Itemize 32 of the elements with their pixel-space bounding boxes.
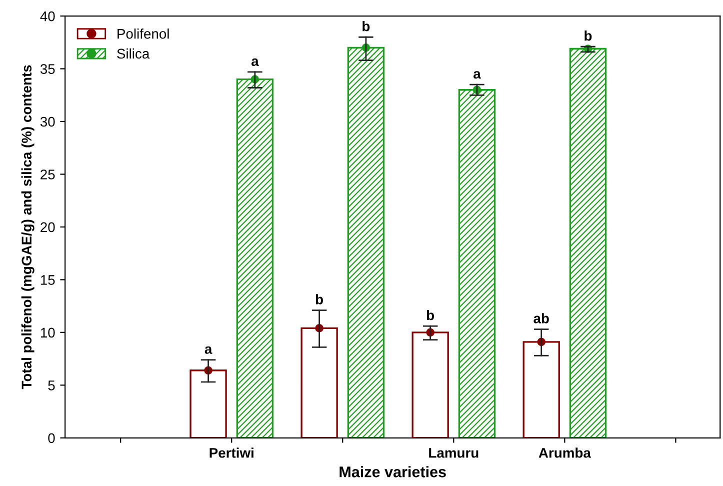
data-label: a bbox=[251, 58, 259, 66]
data-label: ab bbox=[534, 313, 549, 324]
data-label: a bbox=[204, 346, 212, 354]
y-tick-label: 0 bbox=[48, 433, 55, 444]
x-tick-label: Pertiwi bbox=[210, 448, 254, 458]
data-label: b bbox=[362, 21, 370, 32]
y-tick-label: 30 bbox=[40, 116, 55, 127]
data-label: b bbox=[316, 294, 323, 304]
bar bbox=[190, 370, 227, 438]
y-tick-label: 15 bbox=[40, 275, 55, 285]
y-tick-label: 5 bbox=[48, 380, 55, 390]
data-label: a bbox=[474, 71, 481, 79]
bar bbox=[569, 48, 607, 438]
bar bbox=[458, 89, 496, 438]
y-tick-label: 20 bbox=[40, 222, 55, 232]
data-label: b bbox=[427, 310, 434, 320]
y-tick-label: 40 bbox=[40, 11, 55, 22]
x-tick-label: Lamuru bbox=[429, 448, 478, 458]
y-tick-label: 25 bbox=[40, 170, 55, 180]
bar bbox=[300, 327, 338, 438]
data-label: b bbox=[584, 30, 592, 41]
bar bbox=[412, 332, 449, 438]
bar bbox=[236, 78, 274, 438]
legend-label: Polifenol bbox=[118, 28, 169, 39]
x-tick-label: Arumba bbox=[538, 448, 591, 458]
bar bbox=[522, 341, 560, 438]
y-tick-label: 10 bbox=[40, 328, 55, 338]
bar bbox=[347, 46, 385, 438]
x-axis-title: Maize varieties bbox=[340, 466, 446, 478]
y-axis-title: Total polifenol (mgGAE/g) and silica (%) contents bbox=[21, 65, 34, 390]
legend-label: Silica bbox=[117, 48, 150, 59]
y-tick-label: 35 bbox=[40, 64, 55, 74]
